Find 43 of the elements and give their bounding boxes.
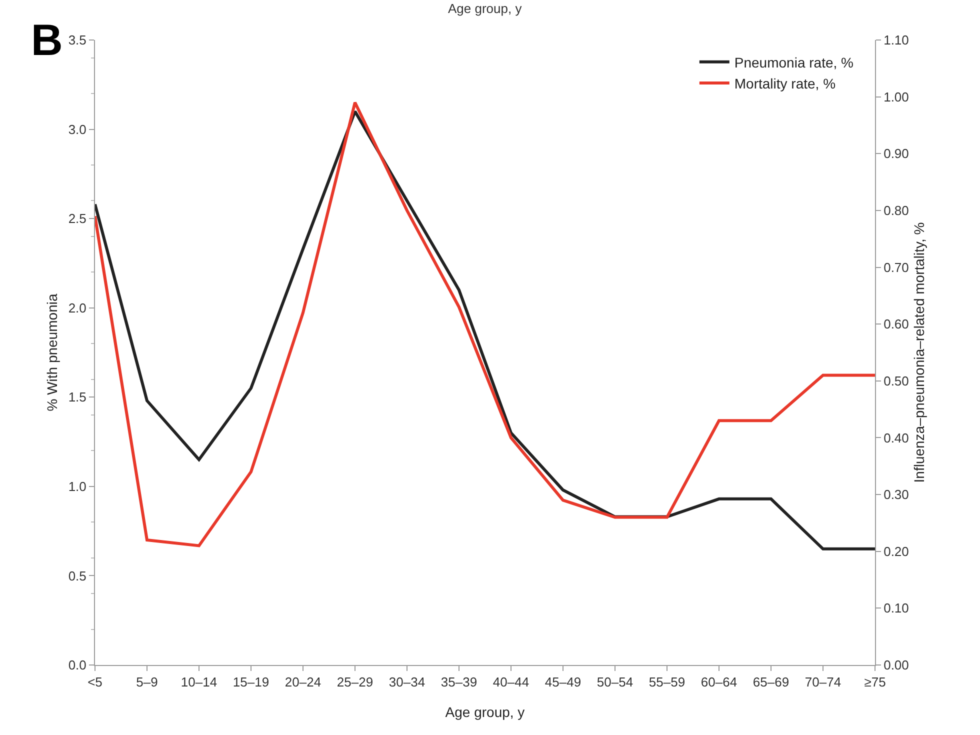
y2-tick-label: 0.10 <box>884 600 909 616</box>
x-tick-label: 45–49 <box>544 674 582 690</box>
x-tick-label: 15–19 <box>232 674 270 690</box>
y2-tick-label: 0.90 <box>884 146 909 162</box>
x-tick-label: 60–64 <box>700 674 738 690</box>
legend-label: Mortality rate, % <box>734 76 836 92</box>
y2-tick-label: 0.50 <box>884 373 909 388</box>
x-tick-label: <5 <box>88 674 102 690</box>
x-tick-label: 25–29 <box>336 674 374 690</box>
x-tick-label: 70–74 <box>804 674 842 690</box>
y2-axis-title: Influenza–pneumonia–related mortality, % <box>910 222 927 483</box>
x-tick-label: 5–9 <box>136 674 158 690</box>
y2-tick-label: 1.00 <box>884 89 909 104</box>
y2-tick-label: 0.40 <box>884 430 909 446</box>
y-tick-label: 2.5 <box>68 211 86 226</box>
y2-tick-label: 0.80 <box>884 203 909 218</box>
x-tick-label: 35–39 <box>440 674 478 690</box>
x-tick-label: 40–44 <box>492 674 530 690</box>
y-tick-label: 1.0 <box>68 478 86 494</box>
legend-label: Pneumonia rate, % <box>734 54 854 70</box>
y-tick-label: 2.0 <box>68 300 86 316</box>
x-tick-label: 20–24 <box>284 674 322 690</box>
x-axis-title: Age group, y <box>445 704 525 720</box>
y-axis-title: % With pneumonia <box>44 294 60 412</box>
y2-tick-label: 1.10 <box>884 32 909 48</box>
x-tick-label: ≥75 <box>864 674 886 690</box>
text: Age group, y <box>448 1 522 16</box>
y2-tick-label: 0.60 <box>884 316 909 332</box>
x-tick-label: 30–34 <box>388 674 426 690</box>
x-tick-label: 55–59 <box>648 674 686 690</box>
y-tick-label: 0.0 <box>68 658 86 673</box>
text: B <box>31 16 63 65</box>
x-tick-label: 10–14 <box>180 674 218 690</box>
x-tick-label: 50–54 <box>596 674 634 690</box>
y-tick-label: 1.5 <box>68 390 86 405</box>
y-tick-label: 3.0 <box>68 122 86 137</box>
y2-tick-label: 0.70 <box>884 260 909 275</box>
y2-tick-label: 0.30 <box>884 487 909 502</box>
y2-tick-label: 0.20 <box>884 544 909 559</box>
y2-tick-label: 0.00 <box>884 658 909 673</box>
y-tick-label: 0.5 <box>68 568 86 584</box>
y-tick-label: 3.5 <box>68 32 86 48</box>
x-tick-label: 65–69 <box>752 674 790 690</box>
